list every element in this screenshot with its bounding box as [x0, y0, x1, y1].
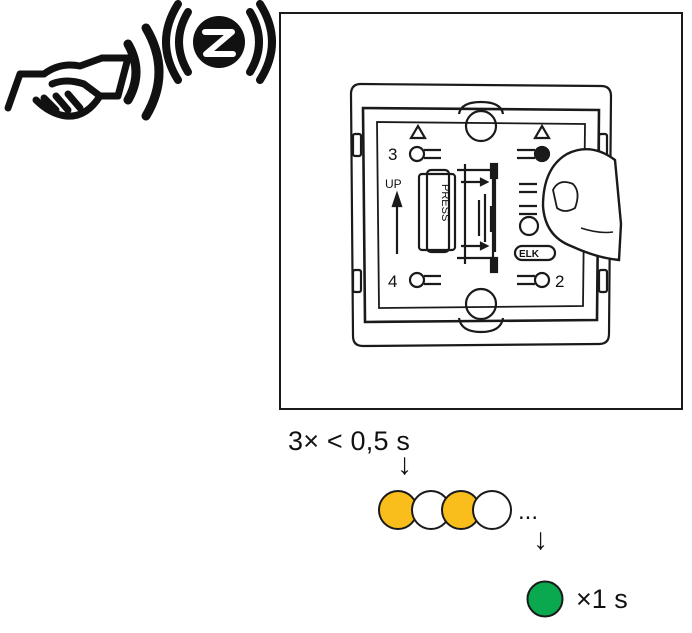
bottom-knob	[464, 287, 498, 321]
finger-icon	[541, 148, 623, 262]
handshake-icon	[4, 54, 132, 120]
press-timing-label: 3× < 0,5 s	[288, 426, 411, 456]
brand-badge	[513, 244, 557, 262]
arrow-down-icon: ↓	[397, 448, 412, 481]
terminal-4-label: 4	[388, 272, 397, 291]
triangle-right	[533, 123, 551, 140]
switch-inner-plate	[361, 106, 601, 324]
top-knob	[464, 109, 498, 143]
up-label: UP	[385, 177, 402, 191]
arrow-down-icon: ↓	[533, 523, 548, 556]
device-frame: 3 4 2 UP PRESS ELK	[279, 12, 683, 410]
ellipsis: ...	[518, 498, 539, 525]
wireless-waves	[123, 23, 164, 121]
zigbee-icon	[162, 0, 276, 84]
terminal-2-label: 2	[555, 272, 564, 291]
brand-label: ELK	[519, 249, 540, 260]
switch-module-drawing: 3 4 2 UP PRESS ELK	[349, 82, 623, 348]
green-duration-label: ×1 s	[576, 584, 628, 614]
terminal-3-label: 3	[388, 145, 397, 164]
press-button	[425, 168, 451, 254]
led-blink-sequence	[378, 490, 512, 530]
switch-housing	[349, 82, 613, 348]
press-label: PRESS	[439, 184, 451, 221]
led-green	[526, 580, 564, 618]
handshake-zigbee-illustration	[4, 0, 276, 121]
triangle-left	[409, 123, 427, 140]
led-white-2	[472, 490, 512, 530]
